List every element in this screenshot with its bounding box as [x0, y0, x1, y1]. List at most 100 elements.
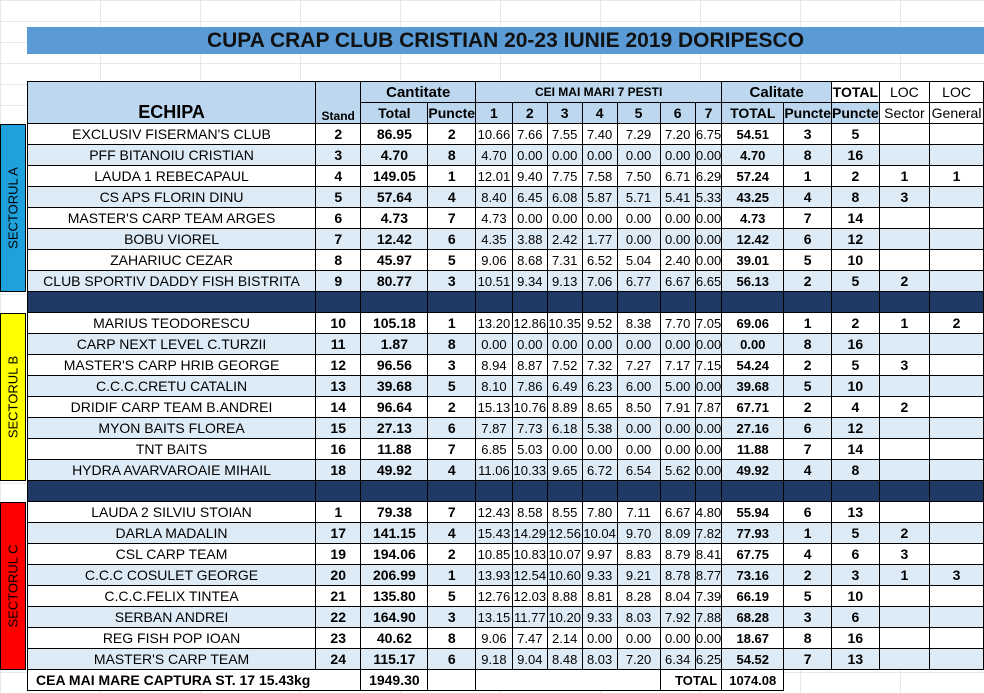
fish-weight-7: 8.41	[694, 543, 723, 565]
fish-weight-4: 8.65	[581, 396, 618, 418]
place-sector: 3	[878, 543, 931, 565]
quantity-total: 80.77	[360, 270, 429, 292]
header-fish-1: 1	[475, 102, 513, 124]
quality-total: 12.42	[721, 228, 785, 250]
total-points: 5	[831, 522, 880, 544]
fish-weight-3: 7.52	[546, 354, 583, 376]
fish-weight-6: 0.00	[659, 333, 696, 355]
quantity-points: 3	[427, 606, 477, 628]
total-points: 8	[831, 186, 880, 208]
quality-total: 49.92	[721, 459, 785, 481]
place-sector	[878, 228, 931, 250]
stand-number: 7	[315, 228, 362, 250]
fish-weight-3: 0.00	[546, 438, 583, 460]
fish-weight-1: 9.06	[475, 627, 513, 649]
stand-number: 4	[315, 165, 362, 187]
quality-points: 1	[783, 522, 832, 544]
stand-number: 12	[315, 354, 362, 376]
stand-number: 19	[315, 543, 362, 565]
fish-weight-5: 0.00	[616, 144, 661, 166]
fish-weight-1: 10.51	[475, 270, 513, 292]
quantity-total: 45.97	[360, 249, 429, 271]
place-general	[929, 459, 984, 481]
place-general	[929, 375, 984, 397]
stand-number: 23	[315, 627, 362, 649]
table-row: DRIDIF CARP TEAM B.ANDREI 14 96.64 2 15.13 10…	[26, 396, 984, 418]
quantity-points: 1	[427, 165, 477, 187]
total-points: 16	[831, 333, 880, 355]
fish-weight-3: 10.35	[546, 312, 583, 334]
fish-weight-3: 9.13	[546, 270, 583, 292]
title-bar	[27, 27, 984, 54]
header-puncte-total: Puncte	[831, 102, 880, 124]
fish-weight-2: 7.47	[511, 627, 548, 649]
total-points: 6	[831, 606, 880, 628]
quality-points: 8	[783, 144, 832, 166]
fish-weight-3: 9.65	[546, 459, 583, 481]
quantity-total: 27.13	[360, 417, 429, 439]
header-loc-general-top: LOC	[929, 81, 984, 103]
place-general: 3	[929, 564, 984, 586]
separator-cell	[360, 291, 429, 313]
quality-total: 18.67	[721, 627, 785, 649]
quantity-total: 149.05	[360, 165, 429, 187]
table-row: HYDRA AVARVAROAIE MIHAIL 18 49.92 4 11.06 10.…	[26, 459, 984, 481]
quantity-points: 7	[427, 438, 477, 460]
table-row: ZAHARIUC CEZAR 8 45.97 5 9.06 8.68 7.31 6.52 5.0…	[26, 249, 984, 271]
quantity-points: 6	[427, 417, 477, 439]
sector-separator	[26, 291, 984, 313]
separator-cell	[546, 480, 583, 502]
fish-weight-1: 9.18	[475, 648, 513, 670]
team-name: C.C.C COSULET GEORGE	[26, 564, 317, 586]
fish-weight-6: 6.67	[659, 270, 696, 292]
team-name: CLUB SPORTIV DADDY FISH BISTRITA	[26, 270, 317, 292]
total-points: 5	[831, 354, 880, 376]
separator-cell	[315, 480, 362, 502]
fish-weight-1: 0.00	[475, 333, 513, 355]
fish-weight-7: 5.33	[694, 186, 723, 208]
separator-cell	[783, 291, 832, 313]
fish-weight-2: 10.83	[511, 543, 548, 565]
total-points: 8	[831, 459, 880, 481]
quantity-total: 79.38	[360, 501, 429, 523]
stand-number: 10	[315, 312, 362, 334]
place-general	[929, 438, 984, 460]
table-row: CS APS FLORIN DINU 5 57.64 4 8.40 6.45 6.08 5.8…	[26, 186, 984, 208]
stand-number: 22	[315, 606, 362, 628]
place-sector	[878, 501, 931, 523]
quality-points: 6	[783, 417, 832, 439]
fish-weight-1: 13.15	[475, 606, 513, 628]
quantity-points: 4	[427, 186, 477, 208]
total-points: 12	[831, 417, 880, 439]
separator-cell	[831, 480, 880, 502]
fish-weight-4: 9.52	[581, 312, 618, 334]
footer-cal-total: 1074.08	[721, 669, 785, 691]
stand-number: 3	[315, 144, 362, 166]
header-puncte: Puncte	[427, 102, 477, 124]
sector-label-text: SECTORUL B	[5, 355, 21, 438]
team-name: SERBAN ANDREI	[26, 606, 317, 628]
separator-cell	[694, 480, 723, 502]
place-sector	[878, 585, 931, 607]
fish-weight-7: 8.77	[694, 564, 723, 586]
place-general	[929, 354, 984, 376]
team-name: ZAHARIUC CEZAR	[26, 249, 317, 271]
fish-weight-4: 0.00	[581, 627, 618, 649]
total-points: 13	[831, 501, 880, 523]
fish-weight-1: 15.43	[475, 522, 513, 544]
fish-weight-6: 0.00	[659, 627, 696, 649]
fish-weight-6: 8.04	[659, 585, 696, 607]
quality-total: 68.28	[721, 606, 785, 628]
fish-weight-6: 0.00	[659, 228, 696, 250]
place-sector: 3	[878, 354, 931, 376]
fish-weight-7: 0.00	[694, 207, 723, 229]
fish-weight-7: 7.87	[694, 396, 723, 418]
fish-weight-7: 7.82	[694, 522, 723, 544]
quantity-total: 4.70	[360, 144, 429, 166]
fish-weight-7: 7.88	[694, 606, 723, 628]
quantity-points: 8	[427, 144, 477, 166]
biggest-catch-note: CEA MAI MARE CAPTURA ST. 17 15.43kg	[26, 669, 362, 691]
table-row: MASTER'S CARP TEAM ARGES 6 4.73 7 4.73 0.00 0.…	[26, 207, 984, 229]
quality-total: 54.51	[721, 123, 785, 145]
header-puncte-cal: Puncte	[783, 102, 832, 124]
